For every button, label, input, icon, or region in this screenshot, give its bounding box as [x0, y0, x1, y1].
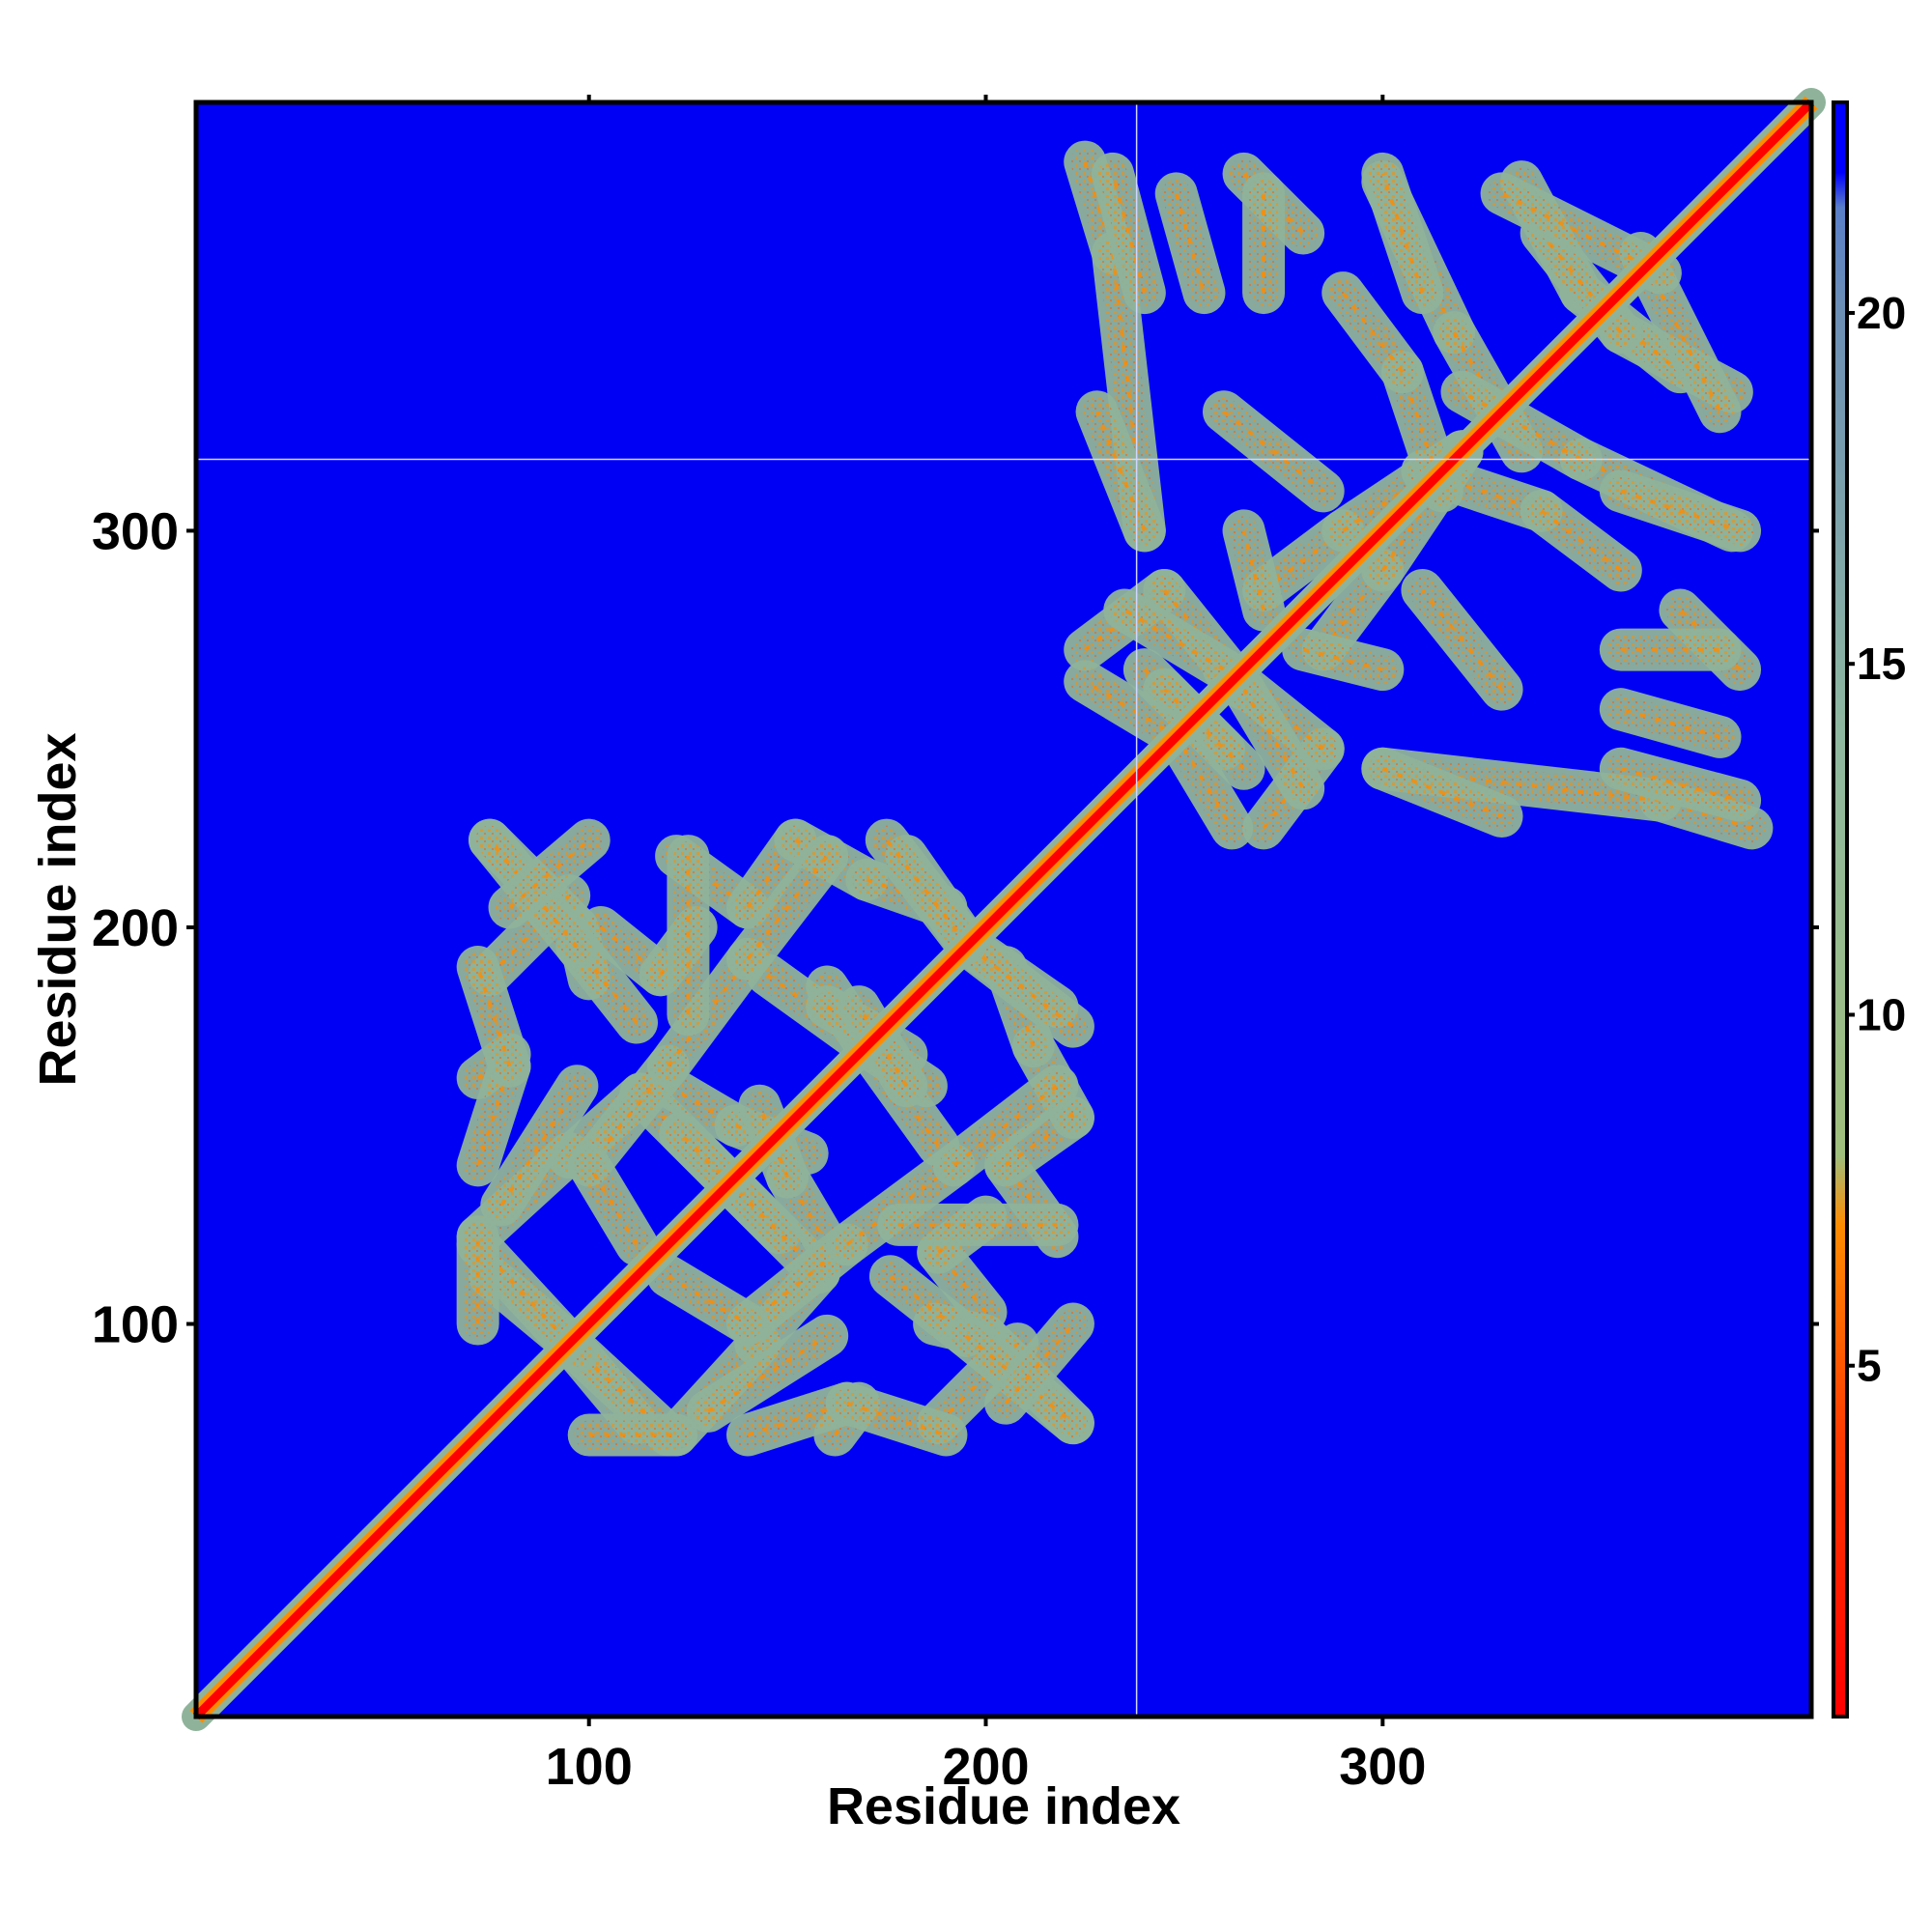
domain1-contact-30 [456, 946, 968, 1457]
x-tick-label-1: 200 [942, 1738, 1029, 1796]
plot-frame [193, 99, 1814, 1719]
domain1-contact-31 [456, 1215, 698, 1457]
domain2-contact-6 [1433, 311, 1603, 481]
cbar-tick-label-0: 5 [1857, 1341, 1882, 1391]
y-axis: 100 200 300 [92, 502, 1819, 1354]
domain2-contact-2 [1154, 172, 1742, 758]
diagonal-core [192, 99, 1815, 1720]
cbar-tick-label-2: 15 [1857, 639, 1906, 689]
colorbar-gradient [1832, 100, 1849, 1719]
colorbar: 5 10 15 20 [1832, 100, 1906, 1719]
cbar-tick-label-1: 10 [1857, 989, 1906, 1039]
plot-area [182, 88, 1826, 1731]
domain1-contact-28 [667, 835, 1079, 1246]
domain1-contact-24 [726, 835, 1079, 1187]
domain2-contact-23 [1242, 172, 1742, 671]
domain2-contact-13 [1103, 588, 1325, 810]
domain1-contact-6 [619, 1072, 840, 1294]
domain2-contact-22 [1222, 509, 1405, 692]
x-tick-label-0: 100 [546, 1738, 633, 1796]
domain2-contact-21 [1091, 152, 1762, 822]
x-axis: 100 200 300 [546, 95, 1426, 1796]
domain2-contact-10 [1361, 152, 1762, 553]
domain2-contact-20 [1321, 271, 1642, 592]
domain1-contact-32 [480, 1065, 849, 1433]
y-axis-title: Residue index [29, 732, 87, 1086]
domain1-contact-16 [865, 818, 1094, 1048]
domain2-contact-4 [1203, 390, 1523, 711]
domain2-contact-18 [1075, 390, 1523, 838]
contact-marks [182, 88, 1826, 1731]
x-axis-title: Residue index [827, 1777, 1180, 1835]
domain1-contact-33 [488, 818, 1094, 1425]
x-tick-label-2: 300 [1339, 1738, 1426, 1796]
domain1-contact-25 [567, 1144, 770, 1346]
y-tick-label-1: 200 [92, 899, 179, 957]
y-tick-label-2: 300 [92, 502, 179, 560]
domain2-contact-15 [1064, 660, 1254, 850]
domain-boundary-lines [196, 102, 1811, 1717]
cbar-tick-label-3: 20 [1857, 288, 1906, 338]
colorbar-ticks: 5 10 15 20 [1847, 288, 1906, 1391]
y-tick-label-0: 100 [92, 1296, 179, 1354]
